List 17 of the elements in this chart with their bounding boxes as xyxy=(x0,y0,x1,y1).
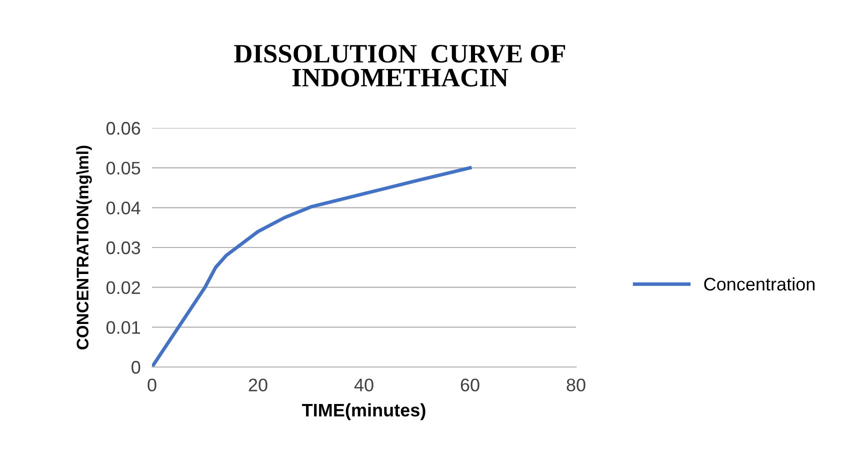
x-tick-label: 40 xyxy=(354,378,374,392)
y-tick-label: 0.06 xyxy=(106,122,140,135)
y-tick-label: 0 xyxy=(132,360,140,374)
x-tick-label: 20 xyxy=(248,378,268,392)
y-tick-label: 0.04 xyxy=(106,202,140,214)
legend-label: Concentration xyxy=(704,277,815,291)
y-tick-label: 0.05 xyxy=(106,162,140,175)
y-tick-label: 0.01 xyxy=(106,321,140,334)
chart-title: DISSOLUTION CURVE OF INDOMETHACIN xyxy=(234,44,566,87)
x-axis-title: TIME(minutes) xyxy=(302,403,426,420)
y-axis-title: CONCENTRATION(mg\ml) xyxy=(76,146,92,350)
x-tick-label: 0 xyxy=(148,378,156,392)
y-tick-label: 0.02 xyxy=(106,281,140,294)
y-tick-label: 0.03 xyxy=(106,241,140,254)
x-tick-label: 80 xyxy=(566,378,586,392)
x-tick-label: 60 xyxy=(460,378,480,392)
line-series xyxy=(152,166,472,367)
